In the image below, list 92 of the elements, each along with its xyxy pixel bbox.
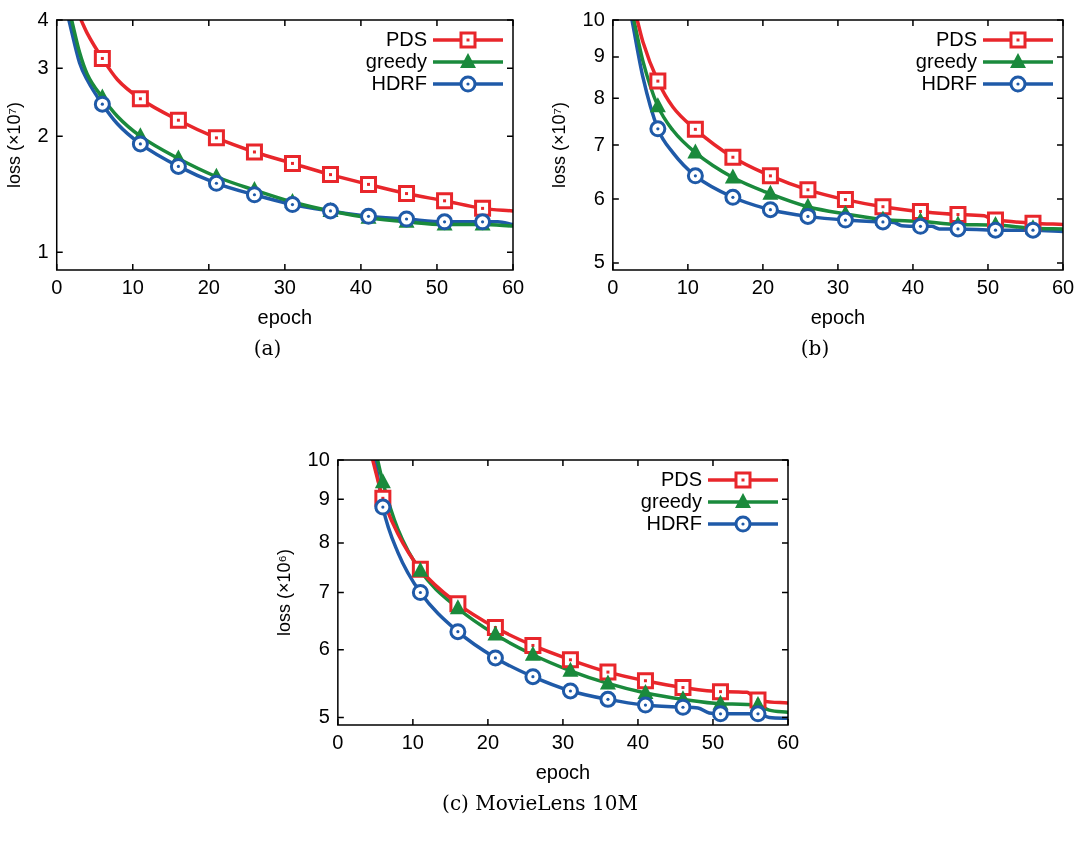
x-tick-label: 20: [751, 275, 775, 298]
point: [686, 167, 704, 185]
x-tick-label: 0: [332, 730, 344, 753]
point: [687, 143, 704, 159]
y-tick-label: 5: [593, 250, 605, 273]
point: [724, 188, 742, 206]
x-tick-label: 50: [701, 730, 725, 753]
point: [524, 645, 541, 661]
legend-label: PDS: [385, 27, 427, 50]
point: [1024, 221, 1042, 239]
y-axis-title: loss (×10⁷): [548, 101, 569, 189]
y-tick-label: 4: [37, 7, 49, 30]
point: [799, 207, 817, 225]
point: [449, 599, 466, 615]
text: (a): [252, 336, 283, 360]
x-tick-label: 30: [273, 275, 296, 298]
y-tick-label: 10: [307, 447, 330, 470]
point: [93, 95, 111, 113]
y-tick-label: 1: [37, 239, 49, 262]
point: [749, 705, 767, 723]
x-tick-label: 0: [607, 275, 619, 298]
point: [524, 668, 542, 686]
legend-label: greedy: [915, 49, 977, 72]
point: [599, 690, 617, 708]
y-axis-title: loss (×10⁶): [273, 549, 294, 636]
x-tick-label: 10: [401, 730, 424, 753]
point: [636, 696, 654, 714]
y-tick-label: 9: [318, 486, 330, 509]
point: [836, 211, 854, 229]
point: [283, 196, 301, 214]
x-tick-label: 40: [349, 275, 373, 298]
point: [674, 698, 692, 716]
x-tick-label: 30: [551, 730, 575, 753]
point: [561, 682, 579, 700]
point: [599, 674, 616, 690]
point: [411, 584, 429, 601]
x-tick-label: 10: [121, 275, 144, 298]
legend-label: PDS: [660, 467, 702, 490]
point: [711, 705, 729, 723]
legend-label: HDRF: [646, 511, 702, 534]
point: [562, 661, 579, 677]
point: [207, 174, 225, 192]
legend-label: HDRF: [921, 71, 977, 94]
text: (b): [799, 336, 831, 360]
y-axis-title: loss (×10⁷): [3, 101, 24, 189]
point: [911, 217, 929, 235]
point: [169, 157, 187, 175]
point: [374, 473, 391, 489]
point: [649, 120, 667, 138]
x-tick-label: 50: [976, 275, 1000, 298]
x-tick-label: 10: [676, 275, 699, 298]
x-tick-label: 40: [901, 275, 925, 298]
x-tick-label: 60: [1051, 275, 1075, 298]
point: [486, 649, 504, 667]
x-tick-label: 50: [425, 275, 449, 298]
x-tick-label: 40: [626, 730, 650, 753]
x-tick-label: 60: [501, 275, 525, 298]
legend-label: HDRF: [371, 71, 427, 94]
x-tick-label: 60: [776, 730, 800, 753]
point: [374, 498, 392, 516]
point: [761, 201, 779, 219]
y-tick-label: 8: [318, 530, 330, 553]
point: [986, 221, 1004, 239]
y-tick-label: 6: [318, 637, 330, 660]
point: [449, 623, 467, 641]
point: [131, 135, 149, 153]
point: [245, 186, 263, 204]
text: (c) MovieLens 10M: [441, 791, 639, 815]
y-tick-label: 8: [593, 85, 605, 108]
point: [762, 184, 779, 200]
y-tick-label: 6: [593, 186, 605, 209]
legend-label: greedy: [640, 489, 702, 512]
y-tick-label: 9: [593, 44, 605, 67]
legend-label: PDS: [935, 27, 977, 50]
point: [949, 220, 967, 238]
y-tick-label: 3: [37, 55, 49, 78]
y-tick-label: 5: [318, 705, 330, 728]
x-tick-label: 20: [197, 275, 220, 298]
x-tick-label: 20: [476, 730, 500, 753]
point: [649, 97, 666, 113]
y-tick-label: 7: [318, 580, 330, 603]
x-axis-title: epoch: [535, 760, 591, 783]
y-tick-label: 2: [37, 123, 49, 146]
x-axis-title: epoch: [257, 305, 313, 328]
y-tick-label: 10: [582, 7, 605, 30]
point: [724, 168, 741, 184]
x-tick-label: 30: [826, 275, 850, 298]
x-tick-label: 0: [51, 275, 63, 298]
x-axis-title: epoch: [810, 305, 866, 328]
point: [487, 625, 504, 641]
legend-label: greedy: [365, 49, 427, 72]
y-tick-label: 7: [593, 132, 605, 155]
